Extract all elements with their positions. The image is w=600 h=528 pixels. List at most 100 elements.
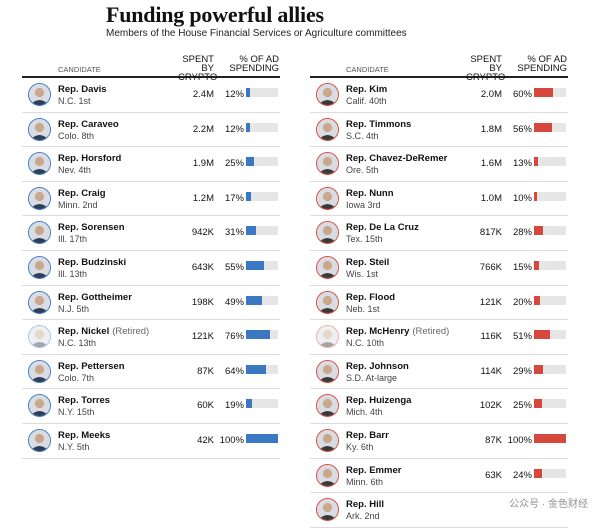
col-header-candidate: CANDIDATE: [346, 65, 389, 74]
pct-value: 55%: [224, 261, 244, 273]
candidate-name-text: Rep. Meeks: [58, 429, 111, 441]
candidate-name-text: Rep. Emmer: [346, 464, 402, 476]
candidate-name: Rep. Johnson: [346, 361, 409, 372]
pct-bar: [534, 122, 552, 132]
pct-value: 12%: [224, 123, 244, 135]
pct-value: 31%: [224, 227, 244, 239]
avatar: [28, 394, 51, 418]
pct-bar-track: [246, 295, 278, 305]
pct-value: 56%: [512, 123, 532, 135]
table-row: Rep. Flood Neb. 1st 121K 20%: [310, 286, 568, 321]
candidate-name: Rep. Craig: [58, 188, 106, 199]
candidate-name: Rep. Huizenga: [346, 395, 411, 406]
candidate-name-text: Rep. Davis: [58, 84, 107, 95]
pct-bar: [246, 399, 253, 409]
candidate-name-text: Rep. Flood: [346, 291, 396, 303]
table-row: Rep. Caraveo Colo. 8th 2.2M 12%: [22, 113, 280, 148]
pct-bar: [534, 433, 566, 443]
candidate-name-text: Rep. Nickel: [58, 326, 110, 338]
pct-bar-track: [534, 433, 566, 443]
pct-bar-track: [246, 364, 278, 374]
spent-value: 121K: [191, 331, 214, 343]
table-row: Rep. Davis N.C. 1st 2.4M 12%: [22, 78, 280, 113]
candidate-district: Minn. 2nd: [58, 199, 98, 210]
candidate-name: Rep. Horsford: [58, 153, 121, 164]
col-header-spent: SPENT BY CRYPTO: [466, 54, 506, 83]
table-row: Rep. Emmer Minn. 6th 63K 24%: [310, 459, 568, 494]
pct-bar: [534, 88, 554, 97]
pct-bar: [246, 364, 267, 374]
candidate-status: (Retired): [412, 326, 450, 338]
col-header-pct: % OF AD SPENDING: [517, 54, 567, 74]
candidate-status: (Retired): [112, 326, 150, 338]
pct-value: 24%: [512, 469, 532, 481]
candidate-name: Rep. Budzinski: [58, 257, 126, 268]
candidate-district: Mich. 4th: [346, 407, 383, 418]
pct-bar-track: [246, 260, 278, 270]
table-row: Rep. Nunn Iowa 3rd 1.0M 10%: [310, 182, 568, 217]
avatar: [316, 428, 339, 452]
spent-value: 2.2M: [192, 123, 214, 135]
table-row: Rep. Budzinski Ill. 13th 643K 55%: [22, 251, 280, 286]
candidate-name: Rep. Pettersen: [58, 361, 125, 372]
avatar: [28, 428, 51, 452]
candidate-name-text: Rep. Timmons: [346, 118, 412, 130]
avatar: [28, 117, 51, 141]
avatar: [28, 152, 51, 176]
pct-bar-track: [246, 330, 278, 340]
dem-table: CANDIDATE SPENT BY CRYPTO % OF AD SPENDI…: [22, 54, 280, 459]
candidate-district: N.J. 5th: [58, 303, 90, 314]
table-row: Rep. Horsford Nev. 4th 1.9M 25%: [22, 147, 280, 182]
avatar: [316, 290, 339, 314]
pct-bar: [534, 468, 542, 478]
pct-value: 12%: [224, 89, 244, 100]
chart-subtitle: Members of the House Financial Services …: [106, 28, 407, 39]
candidate-district: N.Y. 15th: [58, 407, 95, 418]
table-row: Rep. Johnson S.D. At-large 114K 29%: [310, 355, 568, 390]
avatar: [28, 325, 51, 349]
candidate-name: Rep. Sorensen: [58, 222, 125, 233]
candidate-district: Ark. 2nd: [346, 511, 380, 522]
candidate-district: S.C. 4th: [346, 130, 379, 141]
table-header: CANDIDATE SPENT BY CRYPTO % OF AD SPENDI…: [22, 54, 280, 82]
pct-value: 64%: [224, 365, 244, 377]
table-row: Rep. Huizenga Mich. 4th 102K 25%: [310, 389, 568, 424]
spent-value: 1.9M: [192, 158, 214, 170]
pct-bar-track: [534, 122, 566, 132]
pct-bar: [534, 330, 551, 340]
avatar: [316, 255, 339, 279]
avatar: [316, 498, 339, 522]
candidate-name-text: Rep. Craig: [58, 187, 106, 199]
pct-bar: [534, 226, 543, 236]
candidate-name-text: Rep. Johnson: [346, 360, 409, 372]
avatar: [28, 221, 51, 245]
pct-bar: [246, 260, 264, 270]
dem-rows: Rep. Davis N.C. 1st 2.4M 12% Rep. Caraveo Col…: [22, 78, 280, 459]
candidate-district: Colo. 7th: [58, 372, 95, 383]
pct-bar-track: [246, 191, 278, 201]
pct-value: 51%: [512, 331, 532, 343]
candidate-name-text: Rep. Huizenga: [346, 395, 412, 407]
candidate-name-text: Rep. Gottheimer: [58, 291, 132, 303]
rep-rows: Rep. Kim Calif. 40th 2.0M 60% Rep. Timmons S.…: [310, 78, 568, 528]
table-row: Rep. Barr Ky. 6th 87K 100%: [310, 424, 568, 459]
avatar: [28, 255, 51, 279]
pct-bar-track: [534, 191, 566, 201]
pct-value: 100%: [507, 434, 532, 446]
pct-bar-track: [534, 88, 566, 97]
candidate-name-text: Rep. Steil: [346, 256, 390, 268]
pct-bar-track: [246, 226, 278, 236]
candidate-name: Rep. Flood: [346, 292, 395, 303]
table-header: CANDIDATE SPENT BY CRYPTO % OF AD SPENDI…: [310, 54, 568, 82]
spent-value: 1.6M: [480, 158, 502, 170]
pct-bar-track: [534, 330, 566, 340]
candidate-name: Rep. Timmons: [346, 119, 411, 130]
candidate-name-text: Rep. Kim: [346, 84, 388, 95]
spent-value: 1.0M: [480, 192, 502, 204]
pct-bar: [246, 88, 250, 97]
candidate-name: Rep. Emmer: [346, 465, 401, 476]
avatar: [28, 186, 51, 210]
candidate-district: N.C. 13th: [58, 338, 97, 349]
spent-value: 817K: [479, 227, 502, 239]
spent-value: 198K: [191, 296, 214, 308]
